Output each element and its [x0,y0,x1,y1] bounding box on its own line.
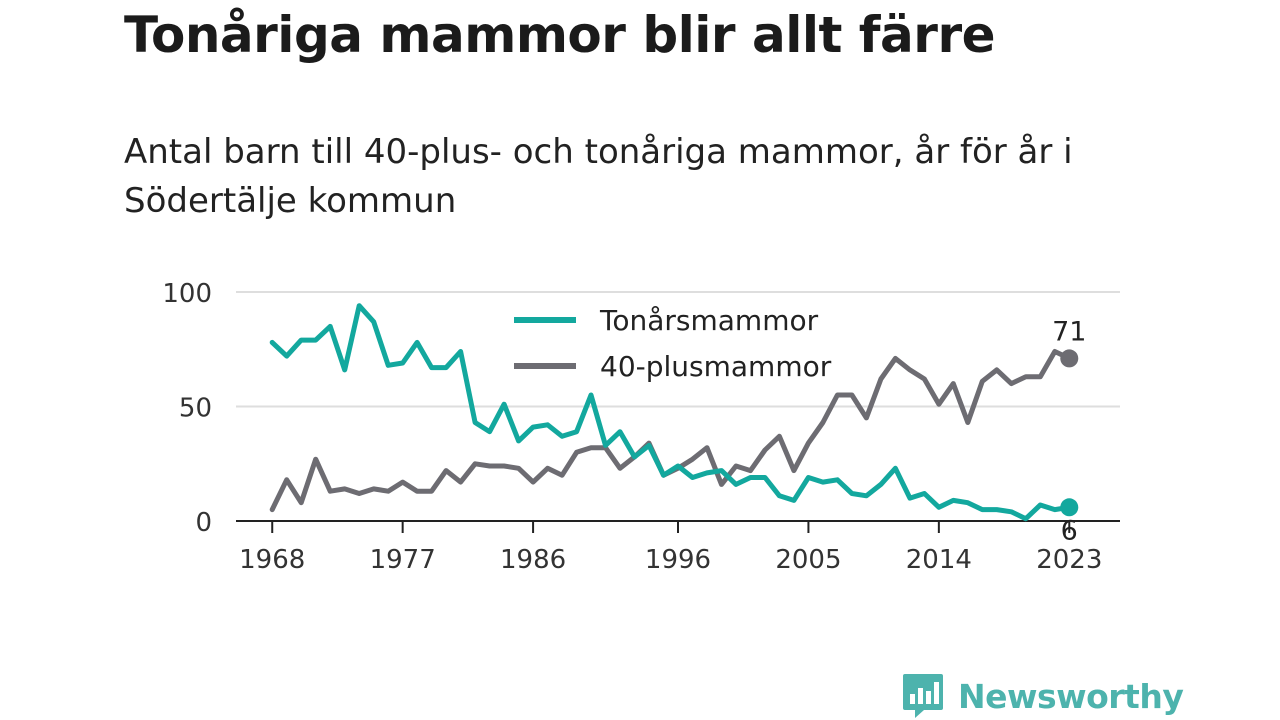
end-value-label-40-plusmammor: 71 [1052,316,1086,347]
end-value-label-tonarsmammor: 6 [1061,515,1078,546]
end-marker-40-plusmammor [1060,349,1079,368]
y-tick-label: 100 [162,279,212,309]
newsworthy-logo-icon [903,674,943,718]
brand-name: Newsworthy [958,676,1184,716]
x-tick-label: 2005 [775,545,841,575]
x-tick-label: 2023 [1036,545,1102,575]
x-tick-label: 1977 [370,545,436,575]
end-marker-tonarsmammor [1060,498,1079,517]
series-line-tonarsmammor [269,303,1072,522]
x-tick-label: 1996 [645,545,711,575]
legend-label-tonarsmammor: Tonårsmammor [599,304,819,337]
y-tick-label: 0 [195,508,212,538]
legend-label-40-plusmammor: 40-plusmammor [600,350,832,383]
x-tick-label: 1968 [239,545,305,575]
x-tick-label: 1986 [500,545,566,575]
chart-title: Tonåriga mammor blir allt färre [124,6,996,64]
x-tick-label: 2014 [906,545,972,575]
chart-subtitle: Antal barn till 40-plus- och tonåriga ma… [124,132,1073,221]
y-tick-label: 50 [179,394,212,424]
brand-logo: Newsworthy [902,672,1184,720]
